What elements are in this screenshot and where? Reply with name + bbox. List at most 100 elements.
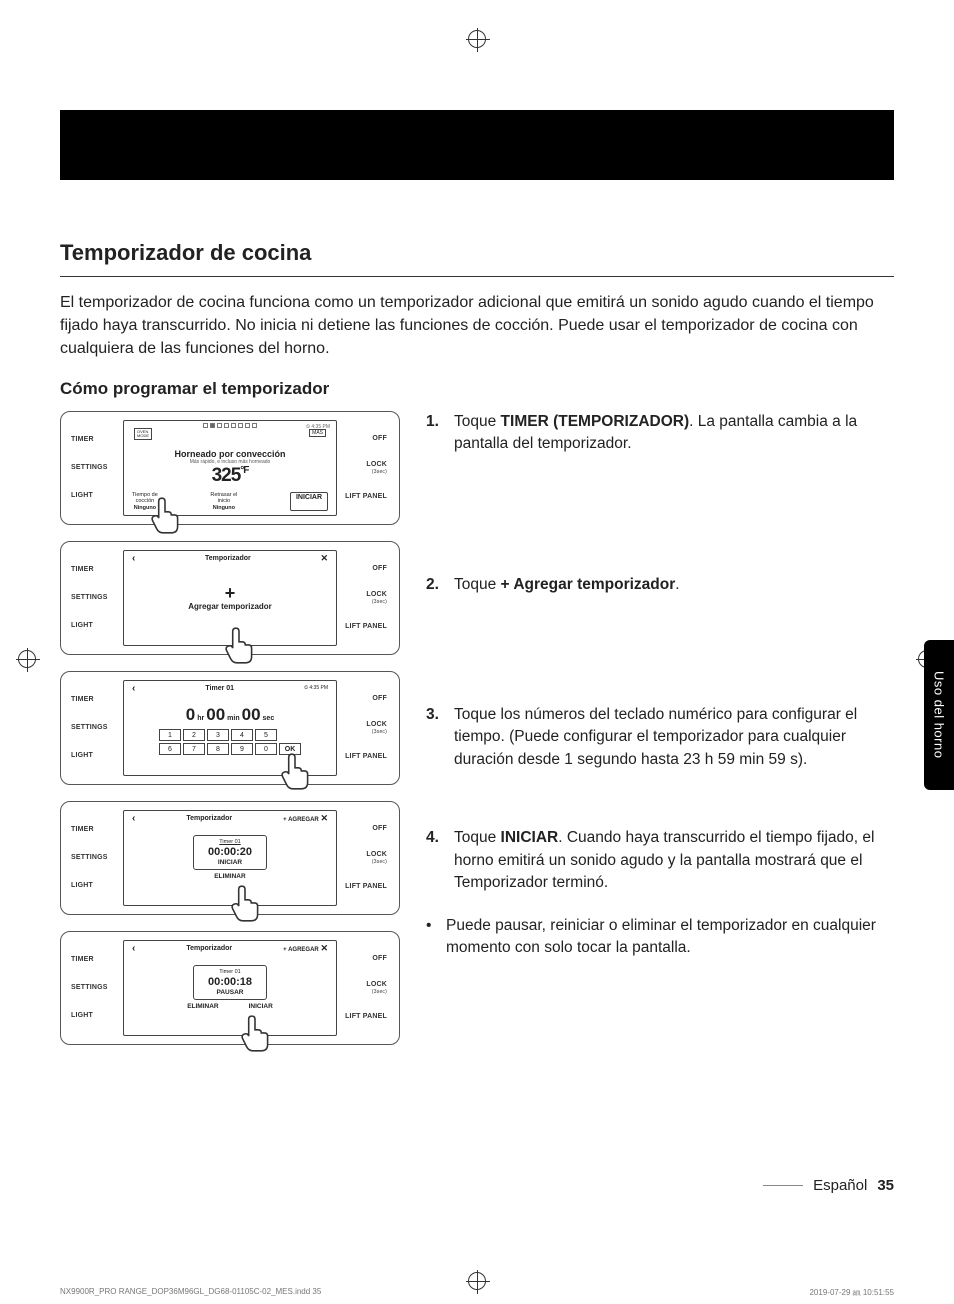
panel4-eliminar: ELIMINAR	[214, 873, 245, 880]
panel1-temp-val: 325	[212, 465, 241, 486]
intro-paragraph: El temporizador de cocina funciona como …	[60, 291, 894, 361]
panel1-screen: ⏲ 4:35 PM OVEN MODE MÁS Horneado por con…	[123, 420, 337, 516]
step-number: 3.	[426, 704, 444, 771]
panel1-mode: Horneado por convección	[174, 449, 285, 459]
panel5-timer-box: Timer 01 00:00:18 PAUSAR	[193, 965, 267, 1000]
touch-hand-icon	[224, 883, 266, 925]
print-timestamp: 2019-07-29 ㏂ 10:51:55	[809, 1287, 894, 1298]
panel5-bottom-actions: ELIMINAR INICIAR	[187, 1000, 273, 1010]
panel5-timer-value: 00:00:18	[208, 976, 252, 988]
panel5-iniciar: INICIAR	[249, 1003, 273, 1010]
panel3-header: ‹ Timer 01 ⏲ 4:35 PM	[124, 683, 336, 694]
panel4-header: ‹ Temporizador + AGREGAR ✕	[124, 813, 336, 824]
footer-page-number: 35	[877, 1177, 894, 1194]
footer-rule	[763, 1185, 803, 1186]
panel3-screen: ‹ Timer 01 ⏲ 4:35 PM 0hr 00min 00sec 1 2	[123, 680, 337, 776]
panel1-delay: Retrasar el inicio Ninguno	[210, 492, 237, 510]
back-chevron-icon: ‹	[132, 813, 135, 824]
panel3-title: Timer 01	[205, 685, 234, 692]
device-panel-4: TIMER SETTINGS LIGHT ‹ Temporizador + AG…	[60, 801, 400, 915]
key-6: 6	[159, 743, 181, 755]
device-panel-1: TIMER SETTINGS LIGHT ⏲ 4:35 PM OVEN MODE…	[60, 411, 400, 525]
device-panel-3: TIMER SETTINGS LIGHT ‹ Timer 01 ⏲ 4:35 P…	[60, 671, 400, 785]
step-number: 4.	[426, 827, 444, 894]
panel1-temp: 325°F	[212, 465, 249, 487]
panel1-temp-unit: °F	[240, 465, 248, 476]
panel5-screen: ‹ Temporizador + AGREGAR ✕ Timer 01 00:0…	[123, 940, 337, 1036]
step-text: Toque los números del teclado numérico p…	[454, 704, 894, 771]
panel2-add-text: Agregar temporizador	[188, 602, 272, 611]
label-lift: LIFT PANEL	[337, 493, 387, 500]
footer-language: Español	[813, 1177, 867, 1194]
touch-hand-icon	[274, 751, 316, 793]
panel2-screen: ‹ Temporizador ✕ + Agregar temporizador	[123, 550, 337, 646]
step-text: Toque INICIAR. Cuando haya transcurrido …	[454, 827, 894, 894]
panel1-page-dots	[124, 423, 336, 428]
panel-left-labels: TIMER SETTINGS LIGHT	[71, 550, 123, 646]
key-4: 4	[231, 729, 253, 741]
step-text: Toque + Agregar temporizador.	[454, 574, 680, 596]
label-settings: SETTINGS	[71, 464, 123, 471]
back-chevron-icon: ‹	[132, 553, 135, 564]
section-title: Temporizador de cocina	[60, 240, 894, 266]
panel5-timer-label: Timer 01	[219, 969, 241, 975]
panel3-clock: ⏲ 4:35 PM	[304, 685, 328, 691]
step-1: 1. Toque TIMER (TEMPORIZADOR). La pantal…	[426, 411, 894, 456]
title-rule	[60, 276, 894, 277]
step-2: 2. Toque + Agregar temporizador.	[426, 574, 894, 596]
print-footer: NX9900R_PRO RANGE_DOP36M96GL_DG68-01105C…	[60, 1287, 894, 1298]
panel4-iniciar: INICIAR	[218, 859, 242, 866]
panel4-add: + AGREGAR ✕	[283, 813, 328, 824]
label-off: OFF	[337, 435, 387, 442]
touch-hand-icon	[234, 1013, 276, 1055]
panel2-title: Temporizador	[205, 555, 251, 562]
panel5-pausar: PAUSAR	[217, 989, 244, 996]
section-tab-label: Uso del horno	[932, 671, 947, 758]
panel-right-labels: OFF LOCK(3sec) LIFT PANEL	[337, 420, 389, 516]
panels-column: TIMER SETTINGS LIGHT ⏲ 4:35 PM OVEN MODE…	[60, 411, 400, 1045]
step-4: 4. Toque INICIAR. Cuando haya transcurri…	[426, 827, 894, 894]
subtitle: Cómo programar el temporizador	[60, 379, 894, 399]
page-footer: Español 35	[763, 1177, 894, 1194]
panel1-mas-btn: MÁS	[309, 429, 326, 437]
panel4-screen: ‹ Temporizador + AGREGAR ✕ Timer 01 00:0…	[123, 810, 337, 906]
panel3-digits: 0hr 00min 00sec	[186, 705, 274, 725]
close-icon: ✕	[320, 553, 328, 564]
bullet-dot: •	[426, 915, 436, 960]
panel-right-labels: OFF LOCK(3sec) LIFT PANEL	[337, 680, 389, 776]
bullet-text: Puede pausar, reiniciar o eliminar el te…	[446, 915, 894, 960]
label-lock: LOCK(3sec)	[337, 461, 387, 475]
touch-hand-icon	[218, 625, 260, 667]
panel5-header: ‹ Temporizador + AGREGAR ✕	[124, 943, 336, 954]
panel2-plus: +	[225, 584, 236, 602]
step-3: 3. Toque los números del teclado numéric…	[426, 704, 894, 771]
step-number: 1.	[426, 411, 444, 456]
panel4-timer-box: Timer 01 00:00:20 INICIAR	[193, 835, 267, 870]
step-number: 2.	[426, 574, 444, 596]
panel1-start-btn: INICIAR	[290, 492, 328, 510]
label-timer: TIMER	[71, 436, 123, 443]
panel-right-labels: OFF LOCK(3sec) LIFT PANEL	[337, 940, 389, 1036]
panel2-header: ‹ Temporizador ✕	[124, 553, 336, 564]
page-content: Temporizador de cocina El temporizador d…	[60, 70, 894, 1224]
key-8: 8	[207, 743, 229, 755]
panel4-title: Temporizador	[186, 815, 232, 822]
back-chevron-icon: ‹	[132, 683, 135, 694]
label-light: LIGHT	[71, 492, 123, 499]
print-filename: NX9900R_PRO RANGE_DOP36M96GL_DG68-01105C…	[60, 1287, 321, 1298]
panel1-oven-mode-btn: OVEN MODE	[134, 428, 152, 440]
panel-left-labels: TIMER SETTINGS LIGHT	[71, 680, 123, 776]
panel5-add: + AGREGAR ✕	[283, 943, 328, 954]
registration-mark	[468, 30, 486, 48]
back-chevron-icon: ‹	[132, 943, 135, 954]
section-tab: Uso del horno	[924, 640, 954, 790]
key-1: 1	[159, 729, 181, 741]
step-bullet: • Puede pausar, reiniciar o eliminar el …	[426, 915, 894, 960]
panel-right-labels: OFF LOCK(3sec) LIFT PANEL	[337, 810, 389, 906]
panel-left-labels: TIMER SETTINGS LIGHT	[71, 420, 123, 516]
device-panel-5: TIMER SETTINGS LIGHT ‹ Temporizador + AG…	[60, 931, 400, 1045]
step-text: Toque TIMER (TEMPORIZADOR). La pantalla …	[454, 411, 894, 456]
content-columns: TIMER SETTINGS LIGHT ⏲ 4:35 PM OVEN MODE…	[60, 411, 894, 1045]
steps-column: 1. Toque TIMER (TEMPORIZADOR). La pantal…	[426, 411, 894, 1045]
registration-mark	[18, 650, 36, 668]
